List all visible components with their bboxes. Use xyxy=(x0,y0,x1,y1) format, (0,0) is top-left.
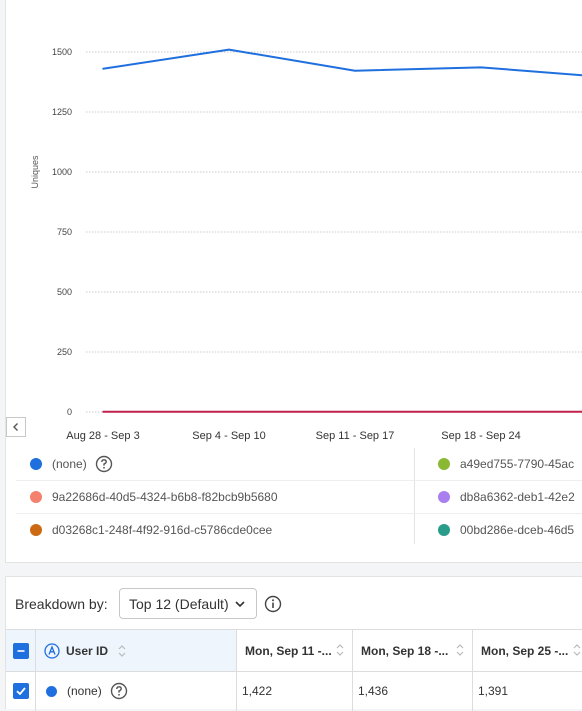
help-icon[interactable] xyxy=(95,455,113,473)
series-color-dot xyxy=(438,458,450,470)
y-axis-label: Uniques xyxy=(30,155,40,189)
column-header-label: Mon, Sep 11 -... xyxy=(245,643,332,658)
select-all-cell xyxy=(6,630,36,671)
legend-row: (none) a49ed755-7790-45ac xyxy=(16,448,582,481)
chevron-down-icon xyxy=(235,601,245,608)
x-tick-label: Aug 28 - Sep 3 xyxy=(66,430,139,442)
chart-panel xyxy=(5,0,582,563)
chevron-left-icon xyxy=(13,423,18,431)
breakdown-select-value: Top 12 (Default) xyxy=(129,595,229,612)
row-select-cell xyxy=(6,671,36,711)
column-header-label: Mon, Sep 18 -... xyxy=(361,643,449,658)
data-point[interactable] xyxy=(102,410,104,413)
sort-icon[interactable] xyxy=(456,643,464,657)
minus-icon xyxy=(17,649,24,652)
legend-item-none[interactable]: (none) xyxy=(30,448,113,480)
column-header-sep-18[interactable]: Mon, Sep 18 -... xyxy=(353,630,473,671)
value-cell: 1,391 xyxy=(478,684,509,698)
y-tick-label: 0 xyxy=(67,407,72,417)
column-header-sep-11[interactable]: Mon, Sep 11 -... xyxy=(237,630,353,671)
y-tick-label: 500 xyxy=(57,287,72,297)
column-header-user-id[interactable]: User ID xyxy=(36,630,237,671)
info-icon[interactable] xyxy=(264,595,282,613)
collapse-legend-button[interactable] xyxy=(6,417,26,437)
legend-item-9a22686d[interactable]: 9a22686d-40d5-4324-b6b8-f82bcb9b5680 xyxy=(30,481,278,513)
select-all-checkbox[interactable] xyxy=(12,642,29,659)
value-cell: 1,436 xyxy=(353,671,473,711)
data-point[interactable] xyxy=(354,410,356,413)
data-point[interactable] xyxy=(354,69,356,72)
table-header: User ID Mon, Sep 11 -... Mon, Sep 18 -..… xyxy=(6,629,582,672)
data-point[interactable] xyxy=(228,410,230,413)
user-property-icon xyxy=(44,642,60,659)
legend-label: (none) xyxy=(52,457,87,471)
legend-label: d03268c1-248f-4f92-916d-c5786cde0cee xyxy=(52,523,273,537)
row-checkbox[interactable] xyxy=(12,683,29,699)
legend-item-d03268c1[interactable]: d03268c1-248f-4f92-916d-c5786cde0cee xyxy=(30,514,272,546)
sort-icon[interactable] xyxy=(336,643,344,657)
sort-icon[interactable] xyxy=(573,643,581,657)
legend-label: a49ed755-7790-45ac xyxy=(460,457,575,471)
y-tick-label: 750 xyxy=(57,227,72,237)
legend-row: 9a22686d-40d5-4324-b6b8-f82bcb9b5680 db8… xyxy=(16,481,582,514)
line-chart: Uniques 0 250 500 750 1000 1250 1500 Aug 28 - … xyxy=(30,47,582,442)
column-header-label: User ID xyxy=(66,643,109,658)
data-point[interactable] xyxy=(480,410,482,413)
data-point[interactable] xyxy=(228,48,230,51)
breakdown-select[interactable]: Top 12 (Default) xyxy=(119,588,257,619)
series-color-dot xyxy=(30,458,42,470)
series-color-dot xyxy=(438,491,450,503)
legend-label: 9a22686d-40d5-4324-b6b8-f82bcb9b5680 xyxy=(52,490,278,504)
series-line[interactable] xyxy=(102,48,582,78)
legend-row: d03268c1-248f-4f92-916d-c5786cde0cee 00b… xyxy=(16,514,582,546)
y-tick-label: 1000 xyxy=(52,167,72,177)
table-row: (none) 1,422 1,436 1,391 xyxy=(6,671,582,711)
legend-label: 00bd286e-dceb-46d5 xyxy=(460,523,575,537)
series-color-dot xyxy=(30,491,42,503)
y-tick-label: 1250 xyxy=(52,107,72,117)
data-point[interactable] xyxy=(480,66,482,69)
x-tick-label: Sep 4 - Sep 10 xyxy=(192,430,265,442)
series-color-dot xyxy=(30,524,42,536)
series-color-dot xyxy=(438,524,450,536)
x-tick-label: Sep 11 - Sep 17 xyxy=(316,430,395,442)
breakdown-label: Breakdown by: xyxy=(15,596,108,612)
x-tick-label: Sep 18 - Sep 24 xyxy=(441,430,521,442)
data-point[interactable] xyxy=(102,68,104,70)
row-label-cell: (none) xyxy=(36,671,237,711)
y-tick-label: 250 xyxy=(57,347,72,357)
series-color-dot xyxy=(46,685,57,697)
breakdown-panel: Breakdown by: Top 12 (Default) User ID M… xyxy=(5,576,582,711)
legend-item-a49ed755[interactable]: a49ed755-7790-45ac xyxy=(438,448,574,480)
legend-item-db8a6362[interactable]: db8a6362-deb1-42e2 xyxy=(438,481,575,513)
help-icon[interactable] xyxy=(110,682,128,700)
column-header-label: Mon, Sep 25 -... xyxy=(481,643,569,658)
sort-icon[interactable] xyxy=(118,644,126,658)
legend-label: db8a6362-deb1-42e2 xyxy=(460,490,575,504)
value-cell: 1,422 xyxy=(237,671,353,711)
legend-divider xyxy=(414,448,415,544)
column-header-sep-25[interactable]: Mon, Sep 25 -... xyxy=(473,630,582,671)
y-tick-label: 1500 xyxy=(52,47,72,57)
legend-item-00bd286e[interactable]: 00bd286e-dceb-46d5 xyxy=(438,514,574,546)
row-label: (none) xyxy=(67,684,102,698)
check-icon xyxy=(15,687,26,696)
